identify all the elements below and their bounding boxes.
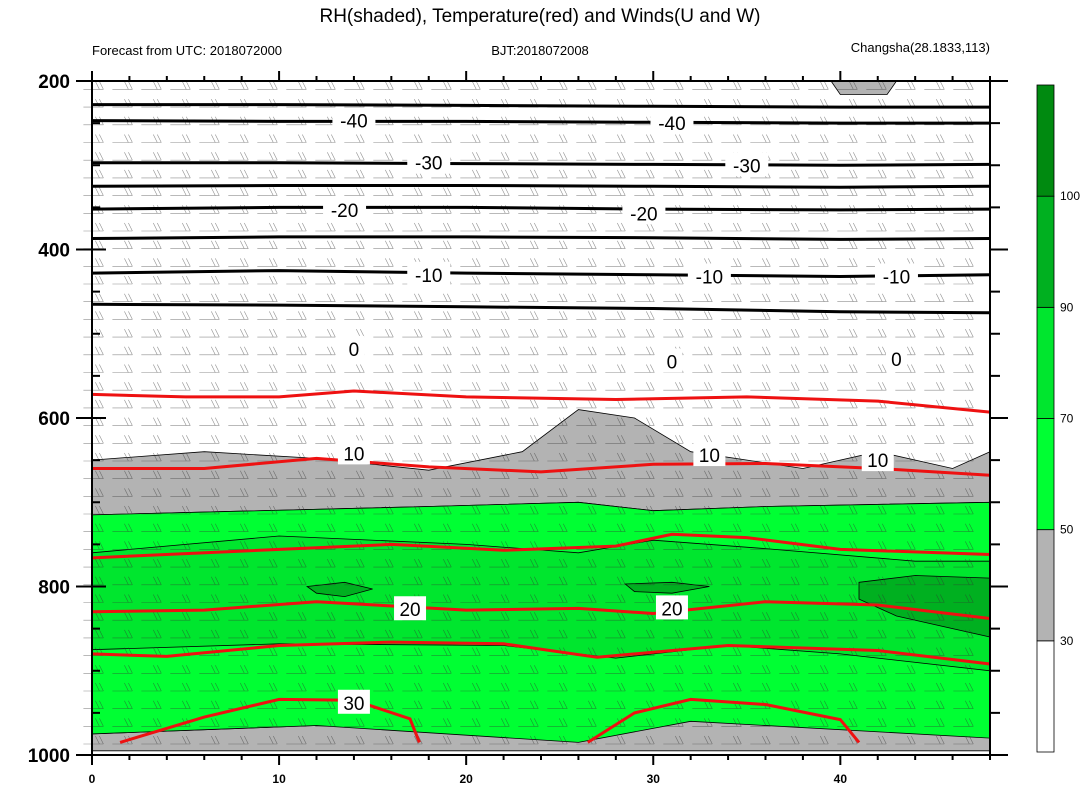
colorbar-swatch-1 [1036,529,1055,642]
subtitle-right: Changsha(28.1833,113) [851,40,990,55]
contour-label-2: -30 [415,154,442,175]
contour-labels: -40 -40 -30 -30 -20 -20 -10 -10 -10 0 0 0 10 10 10 20 20… [323,107,918,715]
contour-label-bg-9 [343,335,365,360]
subtitle-left: Forecast from UTC: 2018072000 [92,43,282,58]
isotherm-4 [91,205,991,212]
rh-region-0 [830,80,898,95]
colorbar: 30 50 70 90 100 [1036,84,1080,753]
colorbar-swatch-4 [1036,195,1055,308]
x-tick-label-20: 20 [459,772,473,786]
contour-label-bg-8 [874,263,918,288]
contour-label-bg-3 [725,152,769,177]
x-axis: 0 10 20 30 40 [89,755,991,786]
wind-barbs [83,81,974,745]
contour-label-bg-14 [861,447,894,472]
contour-label-bg-16 [655,595,688,620]
colorbar-label-90: 90 [1060,300,1074,314]
x-tick-label-0: 0 [89,772,96,786]
temperature-isotherms [91,103,991,744]
contour-label-bg-13 [693,442,726,467]
contour-label-bg-10 [661,348,683,373]
contour-label-4: -20 [331,201,358,222]
contour-label-15: 20 [399,600,420,621]
isotherm-6 [91,269,991,279]
contour-label-bg-15 [394,596,427,621]
x-tick-label-30: 30 [647,772,661,786]
contour-label-8: -10 [883,267,910,288]
contour-label-bg-4 [323,196,367,221]
y-tick-label-800: 800 [38,578,70,599]
rh-region-7 [858,575,991,638]
contour-label-10: 0 [667,353,678,374]
contour-label-1: -40 [658,114,685,135]
contour-label-bg-2 [407,149,451,174]
isotherm-7 [91,302,991,315]
colorbar-label-100: 100 [1060,189,1080,203]
contour-label-9: 0 [349,340,360,361]
isotherm-14 [586,697,861,744]
y-tick-label-200: 200 [38,72,70,93]
contour-label-6: -10 [415,266,442,287]
y-tick-label-1000: 1000 [28,746,70,767]
contour-label-bg-17 [337,689,370,714]
contour-label-bg-6 [407,261,451,286]
contour-label-17: 30 [343,694,364,715]
isotherm-12 [91,640,991,666]
contour-label-bg-11 [885,346,907,371]
contour-label-bg-0 [332,107,376,132]
y-tick-label-600: 600 [38,409,70,430]
subtitle-center: BJT:2018072008 [491,43,589,58]
isotherm-9 [92,456,991,477]
isotherm-1 [91,119,990,125]
rh-region-5 [306,581,373,598]
contour-label-3: -30 [733,156,760,177]
contour-label-7: -10 [696,267,723,288]
colorbar-label-50: 50 [1060,523,1074,537]
isotherm-2 [92,161,991,167]
isotherm-3 [91,184,991,189]
contour-label-5: -20 [630,204,657,225]
contour-label-bg-5 [622,200,666,225]
isotherm-0 [92,103,990,109]
rh-shading [91,80,991,752]
top-axis-ticks [91,71,991,81]
contour-label-16: 20 [661,599,682,620]
isotherm-10 [91,532,991,560]
contour-label-11: 0 [891,350,902,371]
x-tick-label-40: 40 [834,772,848,786]
colorbar-swatch-3 [1036,306,1055,419]
isotherm-11 [91,600,991,620]
contour-label-0: -40 [340,112,367,133]
wind-barb-field [83,81,974,745]
contour-label-bg-1 [650,110,694,135]
chart-title: RH(shaded), Temperature(red) and Winds(U… [319,6,760,27]
isotherm-8 [91,389,991,414]
contour-label-13: 10 [699,446,720,467]
contour-label-14: 10 [867,451,888,472]
colorbar-swatch-5 [1036,84,1055,197]
isotherm-5 [91,235,991,241]
colorbar-label-30: 30 [1060,634,1074,648]
colorbar-swatch-2 [1036,418,1055,531]
colorbar-label-70: 70 [1060,412,1074,426]
y-tick-label-400: 400 [38,241,70,262]
contour-label-bg-7 [687,263,731,288]
colorbar-swatch-0 [1036,640,1055,753]
contour-label-12: 10 [343,444,364,465]
contour-label-bg-12 [337,440,370,465]
x-tick-label-10: 10 [272,772,286,786]
isotherm-13 [119,697,421,744]
